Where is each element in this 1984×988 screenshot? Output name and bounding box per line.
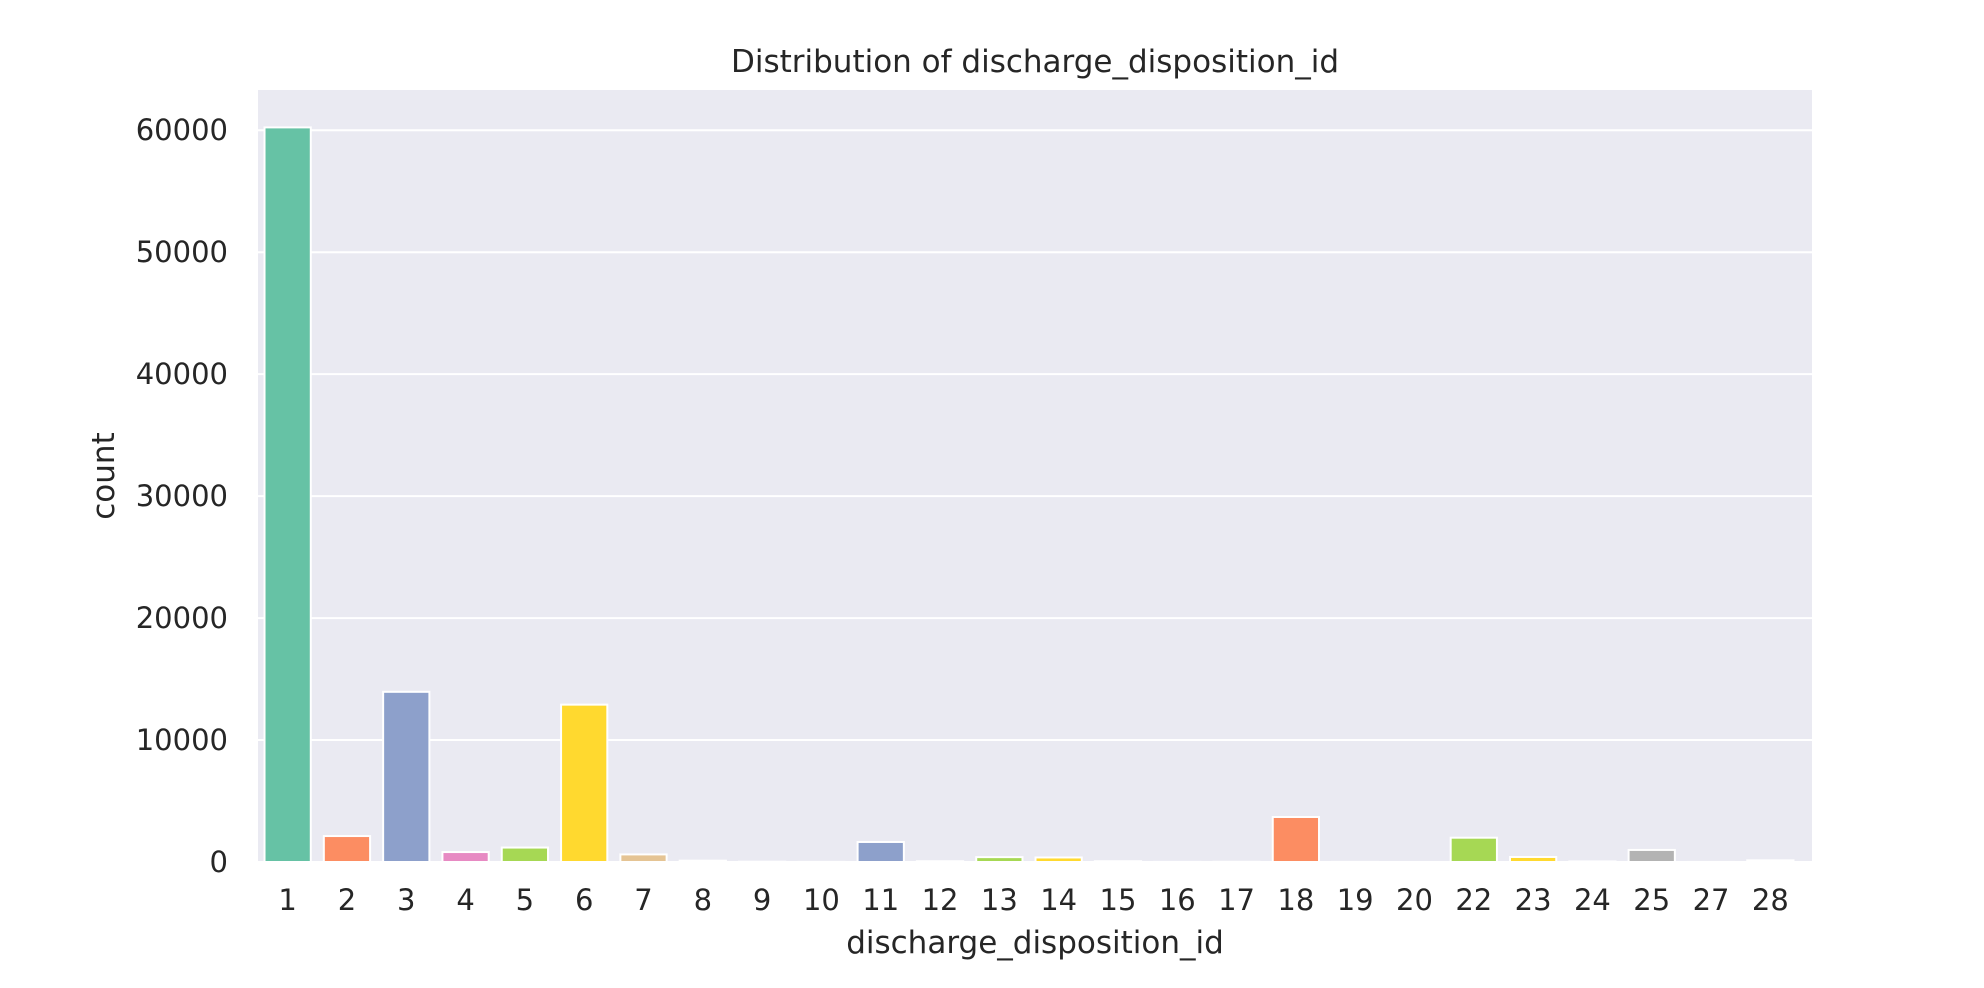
x-tick-label: 19	[1337, 883, 1374, 917]
gridlines	[258, 129, 1812, 863]
x-tick-label: 7	[634, 883, 652, 917]
bar-18	[1271, 815, 1321, 864]
bar-14	[1034, 856, 1083, 864]
y-tick-label: 40000	[136, 357, 228, 391]
x-tick-label: 17	[1218, 883, 1255, 917]
x-tick-label: 25	[1633, 883, 1670, 917]
bar-4	[441, 851, 490, 864]
bars	[263, 126, 1795, 864]
bar-5	[500, 846, 550, 863]
y-tick-label: 10000	[136, 723, 228, 757]
bar-1	[263, 126, 312, 864]
x-tick-label: 11	[862, 883, 899, 917]
x-tick-label: 8	[694, 883, 712, 917]
x-tick-label: 12	[922, 883, 959, 917]
x-axis-label: discharge_disposition_id	[846, 925, 1224, 961]
x-tick-label: 1	[278, 883, 296, 917]
x-tick-label: 15	[1100, 883, 1137, 917]
bar-12	[915, 860, 965, 863]
y-tick-label: 0	[210, 845, 228, 879]
y-tick-label: 20000	[136, 601, 228, 635]
x-tick-label: 16	[1159, 883, 1196, 917]
x-tick-label: 18	[1277, 883, 1314, 917]
x-tick-label: 14	[1040, 883, 1077, 917]
x-tick-label: 9	[753, 883, 771, 917]
bar-28	[1746, 859, 1795, 863]
y-tick-labels: 0 10000 20000 30000 40000 50000 60000	[136, 113, 228, 879]
x-tick-label: 5	[516, 883, 534, 917]
x-tick-label: 13	[981, 883, 1018, 917]
y-tick-label: 30000	[136, 479, 228, 513]
bar-11	[856, 840, 905, 864]
bar-6	[560, 703, 609, 864]
y-tick-label: 60000	[136, 113, 228, 147]
bar-25	[1627, 848, 1676, 863]
bar-2	[322, 835, 372, 863]
plot-area	[258, 90, 1812, 862]
x-tick-label: 22	[1455, 883, 1492, 917]
x-tick-label: 20	[1396, 883, 1433, 917]
x-tick-label: 23	[1515, 883, 1552, 917]
y-tick-label: 50000	[136, 235, 228, 269]
x-tick-label: 28	[1752, 883, 1789, 917]
x-tick-label: 2	[338, 883, 356, 917]
chart-title: Distribution of discharge_disposition_id	[731, 44, 1339, 80]
x-tick-label: 24	[1574, 883, 1611, 917]
x-tick-label: 4	[456, 883, 474, 917]
bar-8	[678, 859, 727, 864]
bar-23	[1508, 855, 1558, 863]
bar-3	[382, 690, 431, 864]
bar-15	[1093, 860, 1143, 863]
x-tick-label: 10	[803, 883, 840, 917]
x-tick-label: 6	[575, 883, 593, 917]
y-axis-label: count	[86, 432, 122, 519]
x-tick-label: 3	[397, 883, 415, 917]
bar-13	[975, 856, 1024, 864]
x-tick-label: 27	[1693, 883, 1730, 917]
x-tick-labels: 1 2 3 4 5 6 7 8 9 10 11 12 13 14 15 16 17 18 19 20 22 23 24 25 2…	[278, 883, 1788, 917]
bar-7	[619, 853, 668, 864]
bar-22	[1449, 836, 1498, 864]
bar-24	[1568, 860, 1617, 864]
